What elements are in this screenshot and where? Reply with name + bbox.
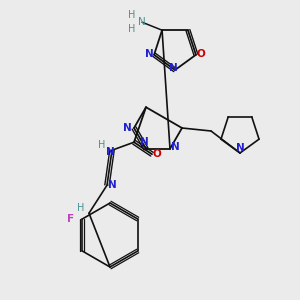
Text: H: H: [77, 203, 85, 213]
Text: N: N: [123, 123, 131, 133]
Text: N: N: [108, 180, 116, 190]
Text: H: H: [128, 10, 136, 20]
Text: N: N: [140, 137, 148, 147]
Text: N: N: [138, 17, 146, 27]
Text: H: H: [128, 24, 136, 34]
Text: N: N: [145, 49, 154, 59]
Text: H: H: [98, 140, 106, 150]
Text: N: N: [236, 143, 244, 153]
Text: N: N: [169, 63, 177, 73]
Text: N: N: [171, 142, 179, 152]
Text: O: O: [196, 49, 205, 59]
Text: F: F: [67, 214, 74, 224]
Text: N: N: [106, 147, 114, 157]
Text: O: O: [153, 149, 161, 159]
